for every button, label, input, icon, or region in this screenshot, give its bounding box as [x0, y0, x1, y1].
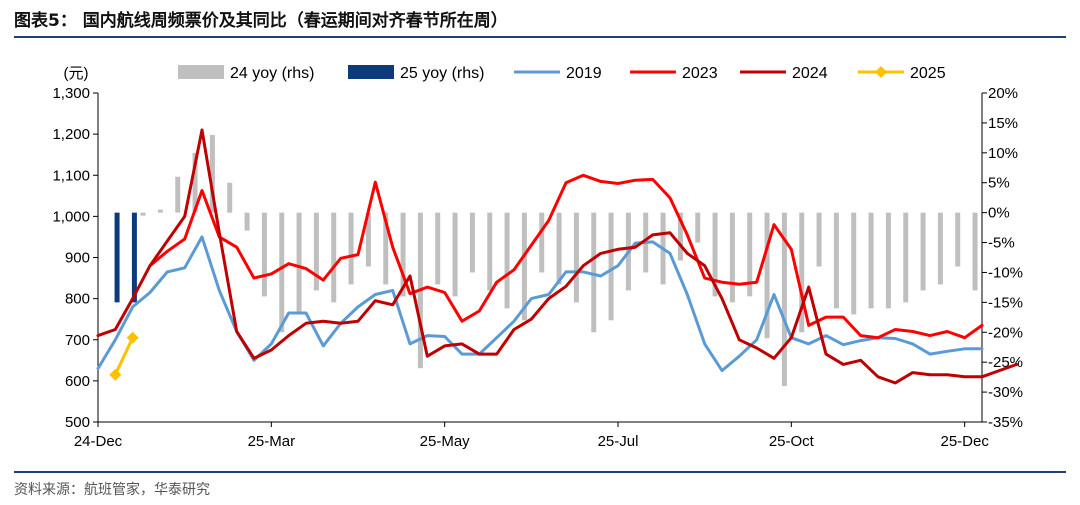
- bar-24-yoy: [348, 212, 354, 285]
- bar-25-yoy: [131, 212, 137, 303]
- x-tick-label: 25-Mar: [248, 433, 296, 450]
- bar-24-yoy: [452, 212, 458, 297]
- bar-24-yoy: [920, 212, 926, 291]
- legend-label: 24 yoy (rhs): [230, 65, 314, 82]
- right-tick-label: 15%: [988, 115, 1018, 132]
- left-tick-label: 700: [65, 332, 90, 349]
- bar-24-yoy: [747, 212, 753, 297]
- series-line-2024: [96, 128, 1019, 385]
- bar-24-yoy: [764, 212, 770, 339]
- bar-24-yoy: [833, 212, 839, 309]
- bar-24-yoy: [781, 212, 787, 387]
- bar-24-yoy: [591, 212, 597, 333]
- bar-24-yoy: [955, 212, 961, 267]
- right-tick-label: -5%: [988, 235, 1015, 252]
- bar-25-yoy: [114, 212, 120, 303]
- x-tick-label: 24-Dec: [74, 433, 123, 450]
- series-point-2025: [126, 331, 139, 344]
- bar-24-yoy: [729, 212, 735, 303]
- right-tick-label: 0%: [988, 205, 1010, 222]
- bar-24-yoy: [331, 212, 337, 303]
- bar-24-yoy: [677, 212, 683, 261]
- bar-24-yoy: [157, 209, 163, 213]
- right-tick-label: -25%: [988, 354, 1023, 371]
- series-line-2025: [113, 336, 135, 377]
- bar-24-yoy: [261, 212, 267, 297]
- bar-24-yoy: [903, 212, 909, 303]
- bar-24-yoy: [400, 212, 406, 297]
- bar-24-yoy: [209, 134, 215, 213]
- left-tick-label: 1,100: [52, 167, 90, 184]
- x-tick-label: 25-Jul: [598, 433, 639, 450]
- bar-24-yoy: [937, 212, 943, 285]
- bar-24-yoy: [816, 212, 822, 267]
- legend-swatch: [348, 65, 394, 79]
- bar-24-yoy: [556, 212, 562, 285]
- bar-24-yoy: [712, 212, 718, 297]
- left-tick-label: 1,200: [52, 126, 90, 143]
- bar-24-yoy: [487, 212, 493, 291]
- bar-24-yoy: [296, 212, 302, 315]
- legend-label: 2025: [910, 65, 946, 82]
- source-note: 资料来源：航班管家，华泰研究: [14, 482, 210, 498]
- legend-label: 2024: [792, 65, 828, 82]
- bar-24-yoy: [469, 212, 475, 273]
- x-tick-label: 25-Oct: [769, 433, 815, 450]
- right-tick-label: 10%: [988, 145, 1018, 162]
- bar-24-yoy: [573, 212, 579, 303]
- right-tick-label: -15%: [988, 294, 1023, 311]
- right-tick-label: -30%: [988, 384, 1023, 401]
- bar-24-yoy: [279, 212, 285, 333]
- chart: 500 600 700 800 900 1,000 1,100 1,200 1,300 (元) -3…: [52, 65, 1023, 450]
- series-line-2023: [148, 173, 984, 340]
- left-tick-label: 1,000: [52, 208, 90, 225]
- left-tick-label: 800: [65, 291, 90, 308]
- legend-label: 2023: [682, 65, 718, 82]
- right-tick-label: -10%: [988, 264, 1023, 281]
- bar-24-yoy: [140, 212, 146, 216]
- right-tick-label: -20%: [988, 324, 1023, 341]
- legend-marker: [875, 66, 887, 78]
- bar-24-yoy: [868, 212, 874, 309]
- bar-24-yoy: [435, 212, 441, 285]
- legend-label: 2019: [566, 65, 602, 82]
- bar-24-yoy: [313, 212, 319, 291]
- bar-24-yoy: [972, 212, 978, 291]
- bar-24-yoy: [799, 212, 805, 333]
- x-tick-label: 25-Dec: [940, 433, 989, 450]
- bar-24-yoy: [365, 212, 371, 267]
- left-tick-label: 1,300: [52, 85, 90, 102]
- bar-24-yoy: [521, 212, 527, 321]
- x-tick-label: 25-May: [420, 433, 471, 450]
- bar-24-yoy: [175, 176, 181, 213]
- right-tick-label: 5%: [988, 175, 1010, 192]
- left-tick-label: 900: [65, 250, 90, 267]
- bar-24-yoy: [539, 212, 545, 273]
- bar-24-yoy: [608, 212, 614, 321]
- bar-24-yoy: [192, 152, 198, 213]
- left-tick-label: 500: [65, 414, 90, 431]
- right-tick-label: -35%: [988, 414, 1023, 431]
- title-rule: [14, 36, 1066, 38]
- chart-title: 图表5： 国内航线周频票价及其同比（春运期间对齐春节所在周）: [14, 11, 508, 31]
- legend-swatch: [178, 65, 224, 79]
- series-point-2025: [109, 368, 122, 381]
- bar-24-yoy: [244, 212, 250, 231]
- bar-24-yoy: [851, 212, 857, 315]
- source-rule: [14, 471, 1066, 473]
- bar-24-yoy: [504, 212, 510, 309]
- bar-24-yoy: [885, 212, 891, 309]
- bar-24-yoy: [383, 212, 389, 285]
- unit-label: (元): [64, 65, 89, 82]
- bar-24-yoy: [227, 182, 233, 213]
- bar-24-yoy: [695, 212, 701, 243]
- right-tick-label: 20%: [988, 85, 1018, 102]
- left-tick-label: 600: [65, 373, 90, 390]
- legend-label: 25 yoy (rhs): [400, 65, 484, 82]
